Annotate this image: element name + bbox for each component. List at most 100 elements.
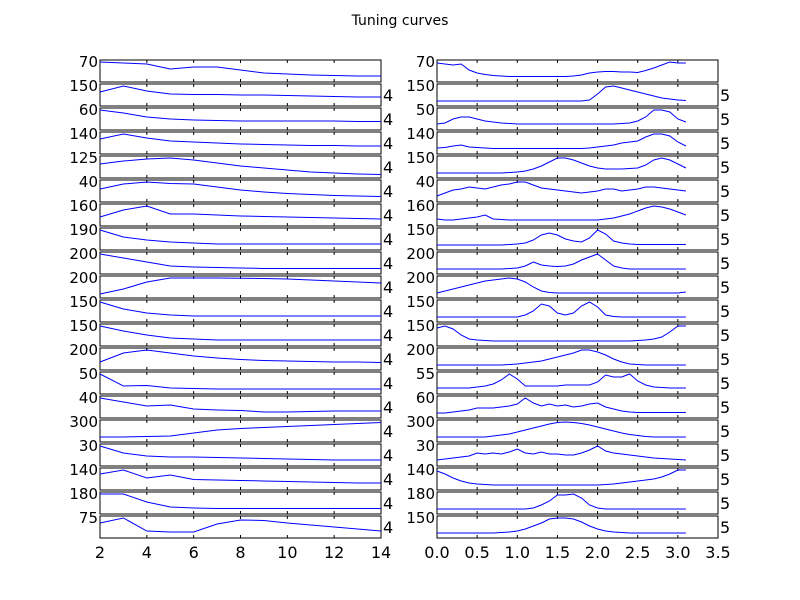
left-tuning-curve-5: [99, 157, 382, 175]
right-subplot-frame-15: [436, 395, 719, 419]
right-xtick-label: 2.0: [585, 543, 610, 562]
left-ytick-label-10: 200: [69, 269, 98, 287]
right-ytick-label-16: 300: [406, 413, 435, 431]
left-ytick-label-16: 300: [69, 413, 98, 431]
right-ytick-label-8: 150: [406, 221, 435, 239]
right-ytick-label-15: 60: [416, 389, 435, 407]
right-subplot-frame-5: [436, 155, 719, 179]
left-xtick-label: 6: [189, 543, 199, 562]
left-offset-label-3: 4: [383, 110, 393, 129]
left-ytick-label-1: 70: [79, 53, 98, 71]
left-offset-label-2: 4: [383, 86, 393, 105]
left-tuning-curve-9: [99, 253, 381, 269]
left-tuning-curve-10: [99, 277, 382, 295]
right-offset-label-6: 5: [720, 182, 730, 201]
left-offset-label-5: 4: [383, 158, 393, 177]
left-tuning-curve-7: [99, 205, 382, 220]
left-offset-label-13: 4: [383, 350, 393, 369]
right-offset-label-7: 5: [720, 206, 730, 225]
right-subplot-frame-20: [436, 515, 719, 539]
right-tuning-curve-20: [437, 517, 686, 534]
right-xtick-label: 1.5: [545, 543, 570, 562]
left-tuning-curve-11: [99, 301, 381, 317]
right-ytick-label-10: 200: [406, 269, 435, 287]
left-subplot-frame-6: [99, 179, 382, 203]
left-xtick-label: 12: [324, 543, 344, 562]
right-ytick-label-3: 50: [416, 101, 435, 119]
right-tuning-curve-9: [437, 253, 686, 270]
right-subplot-frame-1: [436, 59, 719, 83]
left-subplot-frame-15: [99, 395, 382, 419]
right-ytick-label-14: 55: [416, 365, 435, 383]
right-xtick-label: 3.0: [665, 543, 690, 562]
right-ytick-label-17: 30: [416, 437, 435, 455]
left-subplot-frame-19: [99, 491, 382, 515]
right-ytick-label-13: 200: [406, 341, 435, 359]
left-subplot-frame-16: [99, 419, 382, 443]
left-offset-label-14: 4: [383, 374, 393, 393]
left-ytick-label-9: 200: [69, 245, 98, 263]
right-tuning-curve-17: [436, 445, 686, 461]
right-offset-label-16: 5: [720, 422, 730, 441]
left-xtick-label: 2: [95, 543, 105, 562]
right-tuning-curve-2: [437, 85, 686, 102]
left-ytick-label-19: 180: [69, 485, 98, 503]
left-subplot-frame-18: [99, 467, 382, 491]
left-offset-label-12: 4: [383, 326, 393, 345]
right-subplot-frame-17: [436, 443, 719, 467]
right-xtick-label: 3.5: [705, 543, 730, 562]
left-offset-label-19: 4: [383, 494, 393, 513]
left-subplot-frame-1: [99, 59, 382, 83]
left-tuning-curve-6: [99, 181, 382, 197]
left-offset-label-20: 4: [383, 518, 393, 537]
left-tuning-curve-13: [99, 349, 382, 363]
right-tuning-curve-10: [436, 277, 686, 294]
right-offset-label-20: 5: [720, 518, 730, 537]
right-tuning-curve-11: [437, 301, 686, 318]
right-tuning-curve-6: [436, 181, 686, 197]
right-ytick-label-2: 150: [406, 77, 435, 95]
left-ytick-label-12: 150: [69, 317, 98, 335]
right-subplot-frame-16: [436, 419, 719, 443]
left-panel-group: 70 150 4 60 4 140 4 125 4 40 4 160 4 190 4 200 4 200 4 150 4…: [69, 53, 393, 562]
left-offset-label-9: 4: [383, 254, 393, 273]
left-subplot-frame-3: [99, 107, 382, 131]
left-xtick-label: 14: [371, 543, 391, 562]
left-subplot-frame-12: [99, 323, 382, 347]
left-ytick-label-11: 150: [69, 293, 98, 311]
left-offset-label-16: 4: [383, 422, 393, 441]
right-offset-label-4: 5: [720, 134, 730, 153]
right-tuning-curve-18: [436, 469, 686, 486]
right-tuning-curve-3: [436, 109, 687, 125]
right-ytick-label-7: 160: [406, 197, 435, 215]
chart-title: Tuning curves: [351, 13, 449, 29]
left-tuning-curve-17: [99, 445, 381, 461]
right-subplot-frame-3: [436, 107, 719, 131]
right-offset-label-8: 5: [720, 230, 730, 249]
right-tuning-curve-1: [436, 61, 686, 77]
right-tuning-curve-12: [436, 325, 686, 342]
right-subplot-frame-2: [436, 83, 719, 107]
right-ytick-label-5: 150: [406, 149, 435, 167]
left-tuning-curve-8: [99, 229, 381, 245]
left-offset-label-10: 4: [383, 278, 393, 297]
right-tuning-curve-7: [436, 205, 687, 221]
left-ytick-label-18: 140: [69, 461, 98, 479]
left-offset-label-11: 4: [383, 302, 393, 321]
left-offset-label-6: 4: [383, 182, 393, 201]
right-subplot-frame-12: [436, 323, 719, 347]
left-offset-label-15: 4: [383, 398, 393, 417]
right-subplot-frame-19: [436, 491, 719, 515]
left-offset-label-7: 4: [383, 206, 393, 225]
left-ytick-label-8: 190: [69, 221, 98, 239]
right-tuning-curve-8: [437, 229, 686, 246]
left-xtick-label: 10: [277, 543, 297, 562]
right-ytick-label-20: 150: [406, 509, 435, 527]
right-xtick-label: 1.0: [505, 543, 530, 562]
right-offset-label-19: 5: [720, 494, 730, 513]
right-subplot-frame-11: [436, 299, 719, 323]
right-offset-label-15: 5: [720, 398, 730, 417]
left-tuning-curve-2: [99, 85, 381, 98]
right-tuning-curve-16: [437, 421, 686, 438]
